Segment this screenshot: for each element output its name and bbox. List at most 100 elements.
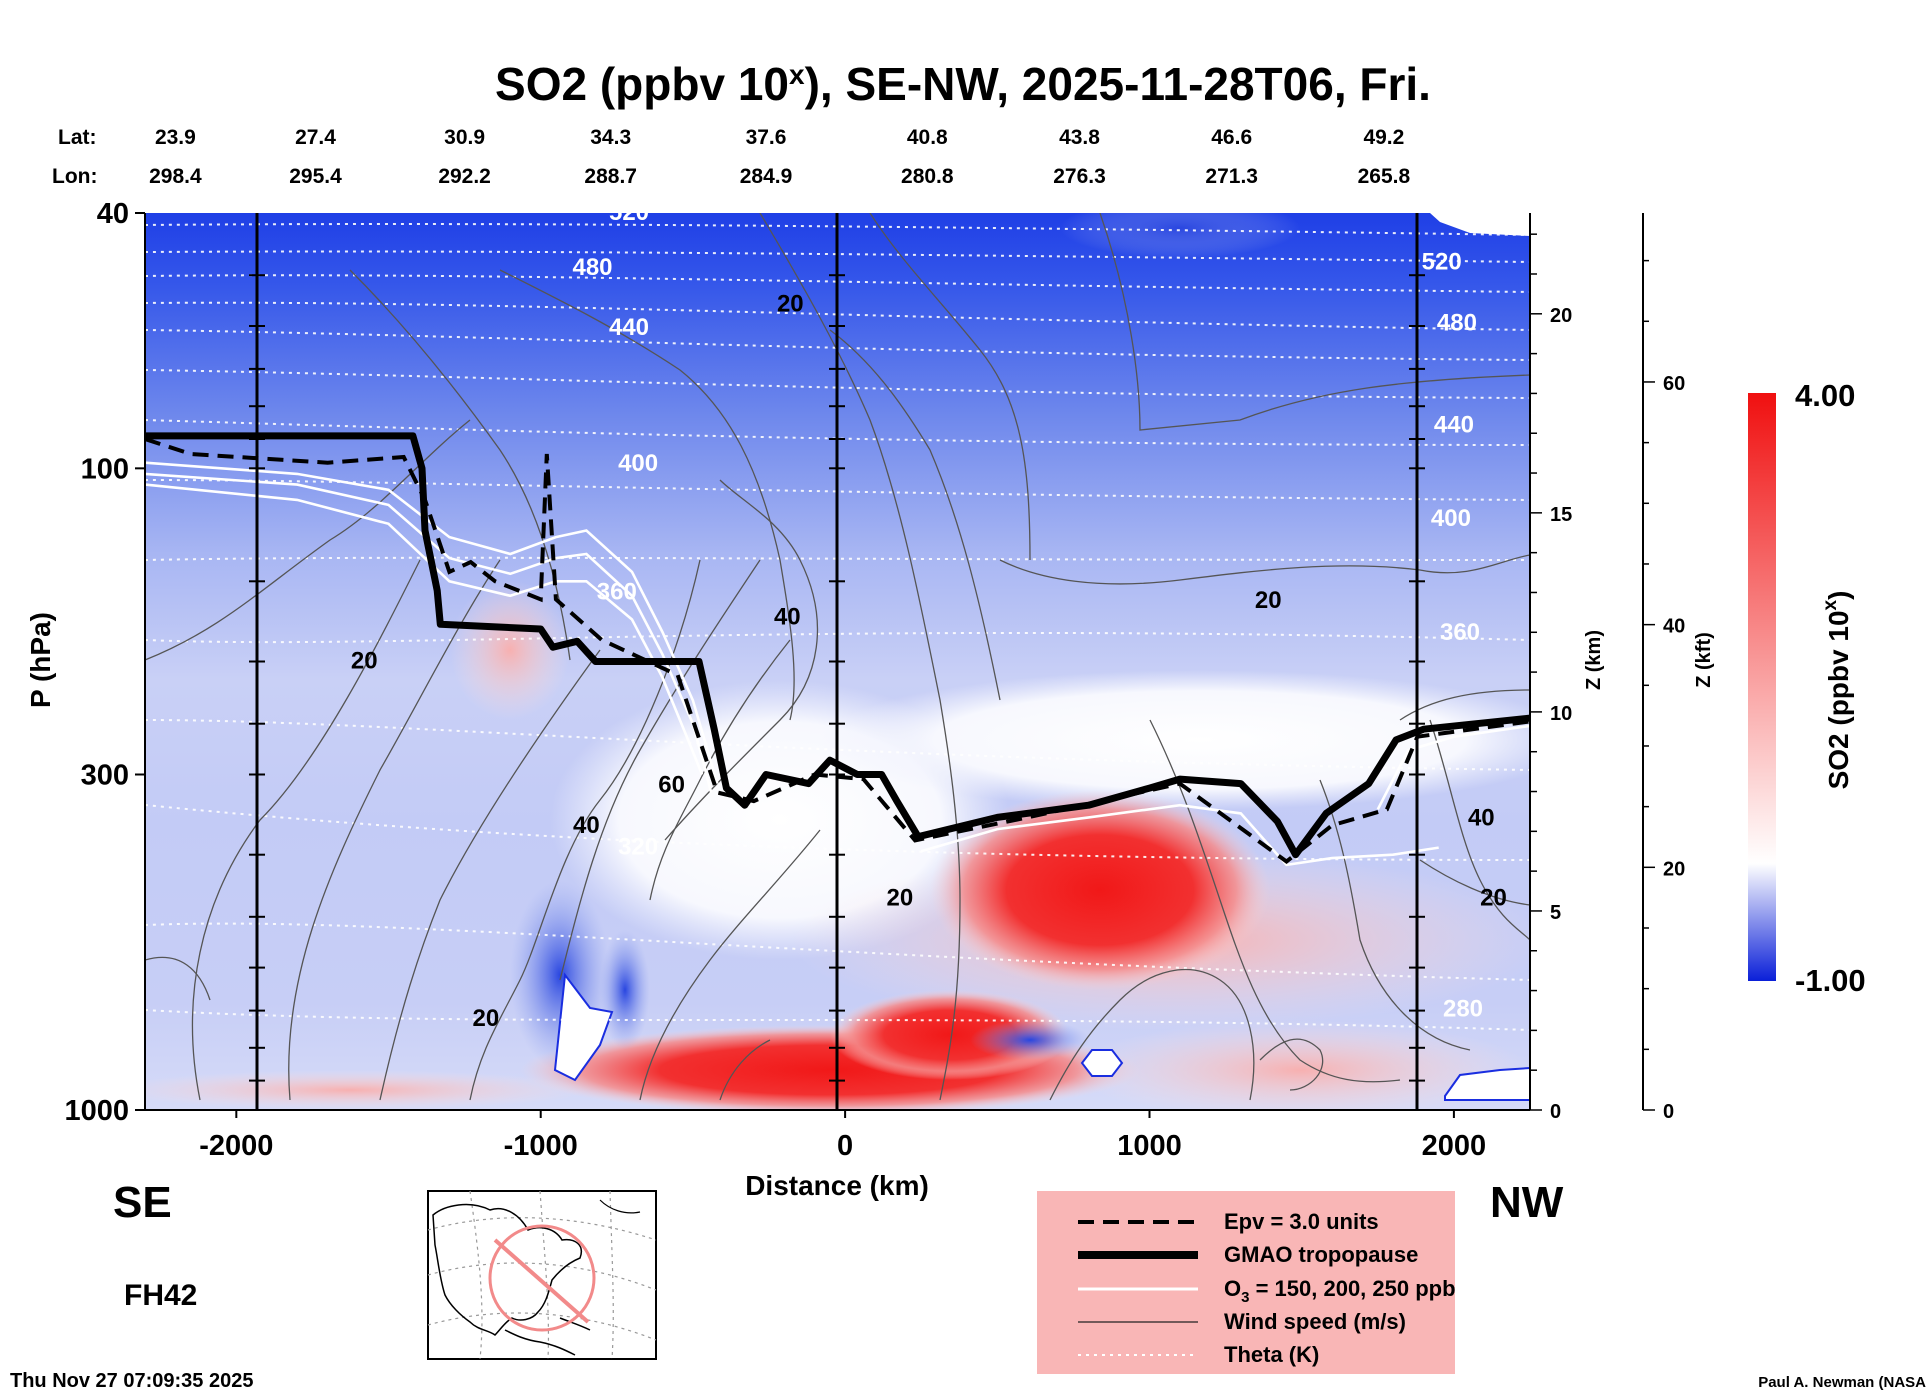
y-tick-label: 1000	[64, 1095, 129, 1127]
legend: Epv = 3.0 units GMAO tropopause O3 = 150…	[1037, 1191, 1456, 1374]
legend-wind: Wind speed (m/s)	[1224, 1309, 1406, 1334]
x-axis: -2000 -1000 0 1000 2000	[145, 1109, 1530, 1162]
so2-field-white-corner	[1444, 1066, 1530, 1101]
wind-label: 20	[473, 1005, 500, 1032]
inset-map	[427, 1190, 657, 1360]
timestamp: Thu Nov 27 07:09:35 2025	[10, 1370, 253, 1392]
y-tick-label: 300	[81, 760, 129, 792]
so2-field-neutral-left	[450, 580, 570, 720]
wind-label: 40	[1468, 804, 1495, 831]
z-km-axis-label: Z (km)	[1583, 630, 1605, 690]
theta-label: 360	[597, 578, 637, 605]
lat-label: 46.6	[1211, 126, 1252, 149]
z-km-tick-label: 20	[1550, 305, 1572, 327]
ozone-contour	[145, 472, 713, 793]
x-tick-label: -1000	[504, 1130, 578, 1162]
chart-title: SO2 (ppbv 10x), SE-NW, 2025-11-28T06, Fr…	[495, 58, 1431, 110]
inset-domain-circle	[488, 1224, 596, 1332]
x-tick-label: 0	[837, 1130, 853, 1162]
ozone-contour	[920, 803, 1439, 867]
theta-label: 520	[1422, 249, 1462, 276]
ozone-contour	[145, 461, 719, 784]
theta-label: 360	[1440, 619, 1480, 646]
top-right-blank	[1430, 213, 1530, 236]
theta-contour-labels: 520 480 440 400 360 320 520 480 440 400 360 280	[572, 213, 1483, 1023]
colorbar-min-label: -1.00	[1795, 963, 1866, 998]
gmao-tropopause-line	[145, 432, 1530, 859]
lat-label: 30.9	[444, 126, 485, 149]
z-kft-tick-label: 0	[1663, 1101, 1674, 1123]
so2-field-high-surface-left	[145, 1070, 590, 1110]
lon-label: 271.3	[1205, 165, 1258, 188]
lat-label: 37.6	[746, 126, 787, 149]
so2-field-white-hex	[1080, 1049, 1124, 1077]
so2-field-high-surface-right	[1070, 1020, 1530, 1110]
theta-label: 280	[1443, 996, 1483, 1023]
x-tick-label: 1000	[1117, 1130, 1182, 1162]
y-tick-label: 100	[81, 453, 129, 485]
so2-field-low-plume-2	[600, 930, 650, 1050]
lat-label: 34.3	[590, 126, 631, 149]
lon-label: 265.8	[1358, 165, 1411, 188]
y-axis-label: P (hPa)	[25, 612, 56, 708]
lat-row-label: Lat:	[58, 126, 97, 149]
colorbar-gradient	[1748, 393, 1776, 981]
forecast-hour: FH42	[124, 1279, 197, 1312]
lat-label: 40.8	[907, 126, 948, 149]
theta-contours	[145, 223, 1530, 1031]
wind-label: 20	[777, 291, 804, 318]
theta-label: 480	[572, 254, 612, 281]
z-kft-tick-label: 40	[1663, 616, 1685, 638]
lat-label: 49.2	[1363, 126, 1404, 149]
legend-theta: Theta (K)	[1224, 1342, 1319, 1367]
z-kft-axis: 0 20 40 60	[1642, 213, 1685, 1123]
z-kft-axis-label: Z (kft)	[1693, 632, 1715, 688]
legend-tropopause: GMAO tropopause	[1224, 1242, 1418, 1267]
lat-label: 23.9	[155, 126, 196, 149]
z-km-tick-label: 0	[1550, 1101, 1561, 1123]
colorbar: 4.00 -1.00 SO2 (ppbv 10x)	[1748, 378, 1866, 998]
lon-label: 280.8	[901, 165, 954, 188]
wind-label: 20	[1255, 587, 1282, 614]
so2-field-neutral-right	[820, 670, 1530, 810]
wind-label: 20	[1480, 885, 1507, 912]
colorbar-max-label: 4.00	[1795, 378, 1855, 413]
ozone-contour	[1376, 724, 1530, 810]
direction-nw: NW	[1490, 1178, 1564, 1227]
legend-epv: Epv = 3.0 units	[1224, 1209, 1379, 1234]
theta-label: 440	[609, 314, 649, 341]
y-axis: 40 100 300 1000	[64, 198, 146, 1127]
y-tick-label: 40	[97, 198, 129, 230]
lon-label: 276.3	[1053, 165, 1106, 188]
direction-se: SE	[113, 1178, 172, 1227]
theta-label: 480	[1437, 310, 1477, 337]
x-tick-label: -2000	[199, 1130, 273, 1162]
lon-label: 292.2	[438, 165, 491, 188]
theta-label: 400	[618, 450, 658, 477]
colorbar-title: SO2 (ppbv 10x)	[1820, 591, 1854, 790]
wind-contour-labels: 20 20 40 60 40 20 20 20 40 20	[351, 291, 1507, 1032]
z-km-tick-label: 15	[1550, 504, 1572, 526]
so2-field-low-top	[1060, 213, 1300, 258]
theta-label: 400	[1431, 505, 1471, 532]
lat-label: 27.4	[295, 126, 336, 149]
so2-field-low-spot	[970, 1020, 1090, 1060]
lat-lon-labels: 23.9 27.4 30.9 34.3 37.6 40.8 43.8 46.6 49.2 298.…	[149, 126, 1410, 188]
wind-label: 20	[351, 647, 378, 674]
lon-row-label: Lon:	[52, 165, 97, 188]
z-kft-tick-label: 60	[1663, 373, 1685, 395]
x-axis-label: Distance (km)	[745, 1170, 929, 1201]
reference-line-ticks	[249, 274, 1425, 1082]
theta-label: 440	[1434, 412, 1474, 439]
inset-cross-section-line	[493, 1238, 590, 1324]
lon-label: 288.7	[584, 165, 637, 188]
so2-field-high-main	[930, 790, 1270, 990]
x-tick-label: 2000	[1422, 1130, 1487, 1162]
credit: Paul A. Newman (NASA	[1758, 1374, 1926, 1391]
theta-label: 320	[618, 834, 658, 861]
wind-label: 40	[774, 603, 801, 630]
so2-field-white-patch	[553, 972, 614, 1082]
lon-label: 284.9	[740, 165, 793, 188]
